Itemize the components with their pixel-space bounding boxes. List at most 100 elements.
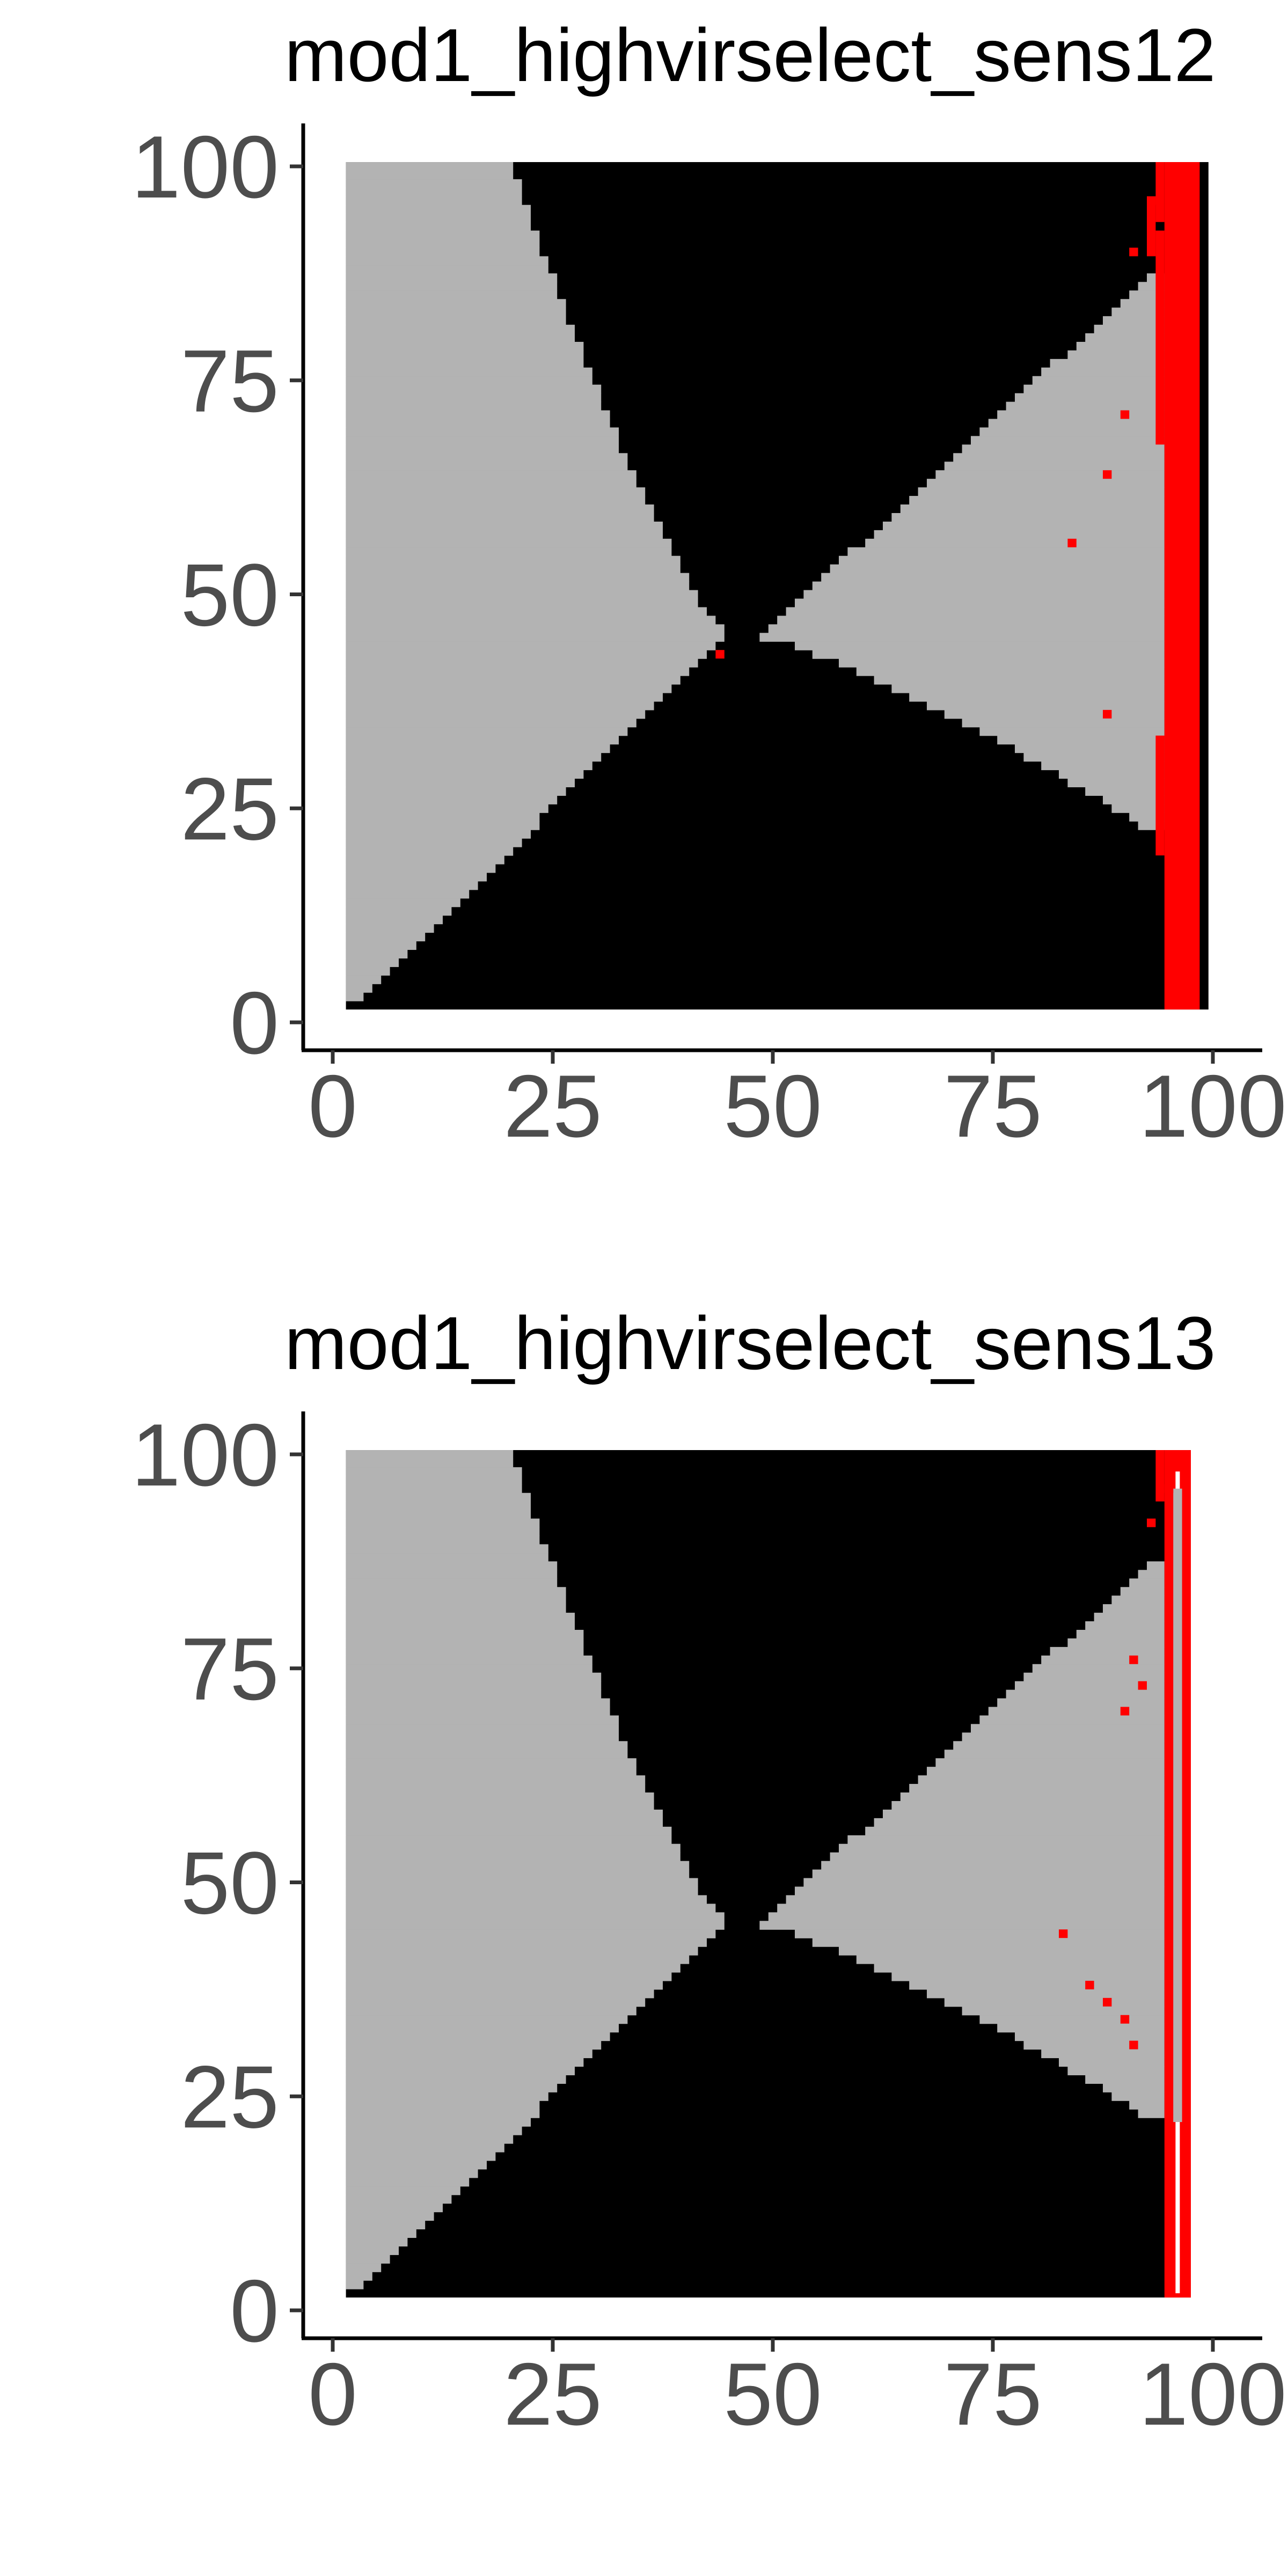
- grey-cell-row: [346, 709, 646, 719]
- grey-cell-row: [953, 453, 1165, 462]
- grey-cell-row: [346, 2126, 522, 2135]
- grey-cell-row: [346, 1869, 690, 1879]
- grey-cell-row: [346, 727, 628, 736]
- grey-cell-row: [346, 1775, 646, 1784]
- grey-cell-row: [944, 1750, 1165, 1759]
- grey-cell-row: [346, 881, 478, 890]
- grey-cell-row: [346, 401, 602, 411]
- grey-cell-row: [346, 813, 540, 822]
- grey-cell-row: [346, 2049, 592, 2059]
- grey-cell-row: [909, 1784, 1165, 1793]
- grey-cell-row: [346, 179, 522, 188]
- grey-cell-row: [1041, 2049, 1165, 2059]
- red-cell: [1120, 2015, 1130, 2024]
- grey-cell-row: [346, 2220, 426, 2230]
- x-tick-label: 50: [723, 1057, 822, 1155]
- grey-cell-row: [1138, 2109, 1165, 2118]
- grey-cell-row: [346, 555, 680, 565]
- grey-cell-row: [346, 2151, 496, 2161]
- grey-cell-row: [346, 2083, 558, 2092]
- grey-cell-row: [346, 1707, 610, 1716]
- grey-cell-row: [346, 1724, 619, 1733]
- grey-cell-row: [346, 1835, 672, 1845]
- grey-cell-row: [821, 1861, 1165, 1870]
- grey-cell-row: [346, 410, 610, 420]
- grey-cell-row: [1111, 804, 1165, 813]
- grey-cell-row: [346, 2280, 364, 2289]
- grey-cell-row: [346, 1698, 610, 1708]
- grey-cell-row: [346, 1938, 707, 1947]
- grey-cell-row: [346, 2066, 575, 2075]
- grey-cell-row: [346, 1801, 654, 1810]
- grey-cell-row: [346, 1501, 531, 1511]
- grey-cell-row: [346, 1544, 548, 1554]
- grey-cell-row: [346, 855, 504, 865]
- grey-cell-row: [847, 1835, 1165, 1845]
- grey-cell-row: [346, 230, 540, 240]
- grey-cell-row: [935, 470, 1165, 479]
- grey-cell-row: [979, 727, 1165, 736]
- x-tick-label: 25: [503, 1057, 602, 1155]
- grey-cell-row: [1006, 1689, 1165, 1699]
- grey-cell-row: [346, 718, 636, 728]
- grey-cell-row: [346, 470, 636, 479]
- grey-cell-row: [346, 2006, 636, 2016]
- red-cell: [715, 650, 724, 659]
- x-tick-label: 25: [503, 2345, 602, 2443]
- y-tick-label: 100: [131, 1406, 279, 1504]
- red-cell: [1129, 247, 1138, 257]
- grey-cell-row: [346, 838, 522, 847]
- grey-cell-row: [988, 419, 1165, 428]
- grey-cell-row: [346, 265, 548, 274]
- grey-cell-row: [346, 958, 399, 967]
- grey-cell-row: [346, 333, 575, 342]
- grey-cell-row: [346, 170, 514, 180]
- grey-cell-row: [1015, 744, 1165, 753]
- grey-cell-row: [346, 684, 672, 693]
- grey-cell-row: [759, 633, 1165, 642]
- grey-cell-row: [346, 633, 724, 642]
- grey-cell-row: [346, 1484, 522, 1494]
- grey-cell-row: [346, 213, 531, 223]
- grey-cell-row: [346, 1467, 522, 1476]
- grey-cell-row: [759, 1921, 1165, 1930]
- grey-cell-row: [1023, 2040, 1165, 2050]
- chart-title: mod1_highvirselect_sens12: [284, 13, 1216, 97]
- grey-cell-row: [891, 1972, 1165, 1981]
- grey-cell-row: [346, 1758, 636, 1767]
- grey-cell-row: [768, 1912, 1165, 1921]
- grey-cell-row: [346, 616, 716, 625]
- grey-cell-row: [1085, 2075, 1165, 2084]
- grey-cell-row: [346, 778, 575, 787]
- grey-cell-row: [1067, 350, 1165, 360]
- grey-cell-row: [346, 1475, 522, 1485]
- grey-cell-row: [346, 1997, 646, 2007]
- grey-cell-row: [865, 1826, 1165, 1836]
- grey-cell-row: [865, 538, 1165, 548]
- red-cell: [1103, 1997, 1112, 2007]
- grey-cell-row: [346, 1596, 566, 1605]
- grey-cell-row: [346, 1972, 672, 1981]
- red-cell: [1129, 2040, 1138, 2050]
- grey-cell-row: [786, 607, 1165, 616]
- y-tick-label: 50: [180, 546, 279, 645]
- y-tick-label: 0: [230, 974, 279, 1072]
- grey-cell-row: [346, 2118, 531, 2127]
- grey-cell-row: [346, 984, 372, 993]
- grey-cell-row: [346, 1826, 672, 1836]
- grey-cell-row: [346, 2058, 584, 2067]
- y-tick-label: 75: [180, 332, 279, 430]
- grey-cell-row: [346, 1964, 680, 1973]
- grey-cell-row: [346, 752, 602, 762]
- red-cell: [1164, 1484, 1174, 1493]
- x-tick-label: 75: [943, 2345, 1042, 2443]
- grey-cell-row: [795, 598, 1165, 608]
- grey-cell-row: [346, 744, 610, 753]
- grey-cell-row: [1129, 1578, 1165, 1587]
- grey-cell-row: [346, 358, 584, 368]
- grey-cell-row: [346, 1681, 602, 1690]
- grey-cell-row: [997, 735, 1165, 745]
- grey-cell-row: [346, 1715, 619, 1725]
- grey-cell-row: [812, 1869, 1165, 1879]
